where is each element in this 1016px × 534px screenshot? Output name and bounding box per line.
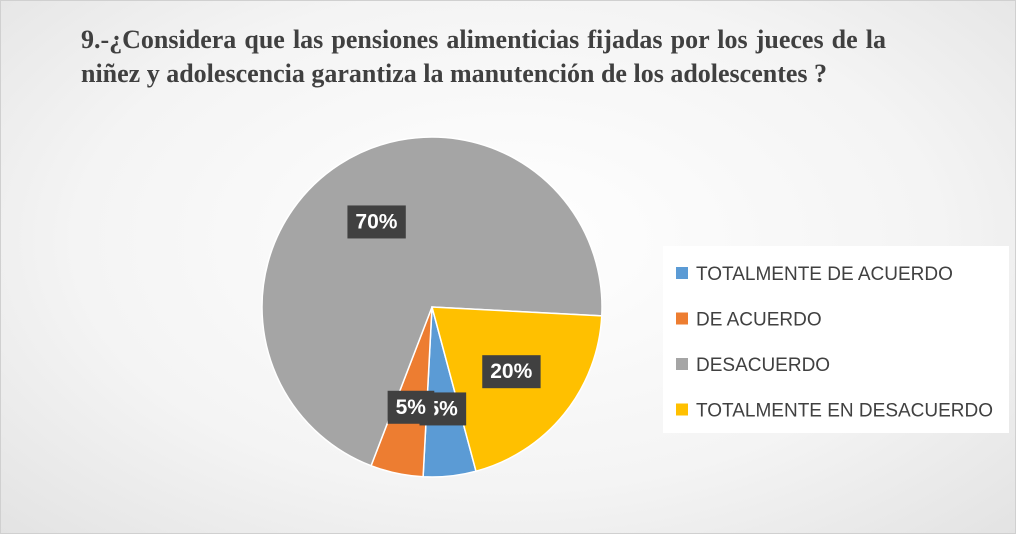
legend-label: DESACUERDO [696,355,830,376]
legend-marker [676,312,688,325]
data-label: 5% [396,396,427,419]
data-label-box [387,390,435,424]
legend-marker [676,267,688,279]
pie-slice [431,306,603,473]
legend-label: TOTALMENTE DE ACUERDO [696,264,953,285]
legend-label: TOTALMENTE EN DESACUERDO [696,401,993,422]
data-label-box [347,205,406,239]
chart-title: 9.-¿Considera que las pensiones alimenti… [81,25,886,88]
data-label: 20% [490,360,532,383]
legend-marker [676,403,688,416]
data-label-box [482,355,541,389]
data-label: 5% [427,397,458,420]
legend-marker [676,358,688,370]
legend-label: DE ACUERDO [696,310,822,331]
pie-slice [261,136,603,467]
legend-box [663,246,1009,433]
data-label: 70% [355,210,397,233]
